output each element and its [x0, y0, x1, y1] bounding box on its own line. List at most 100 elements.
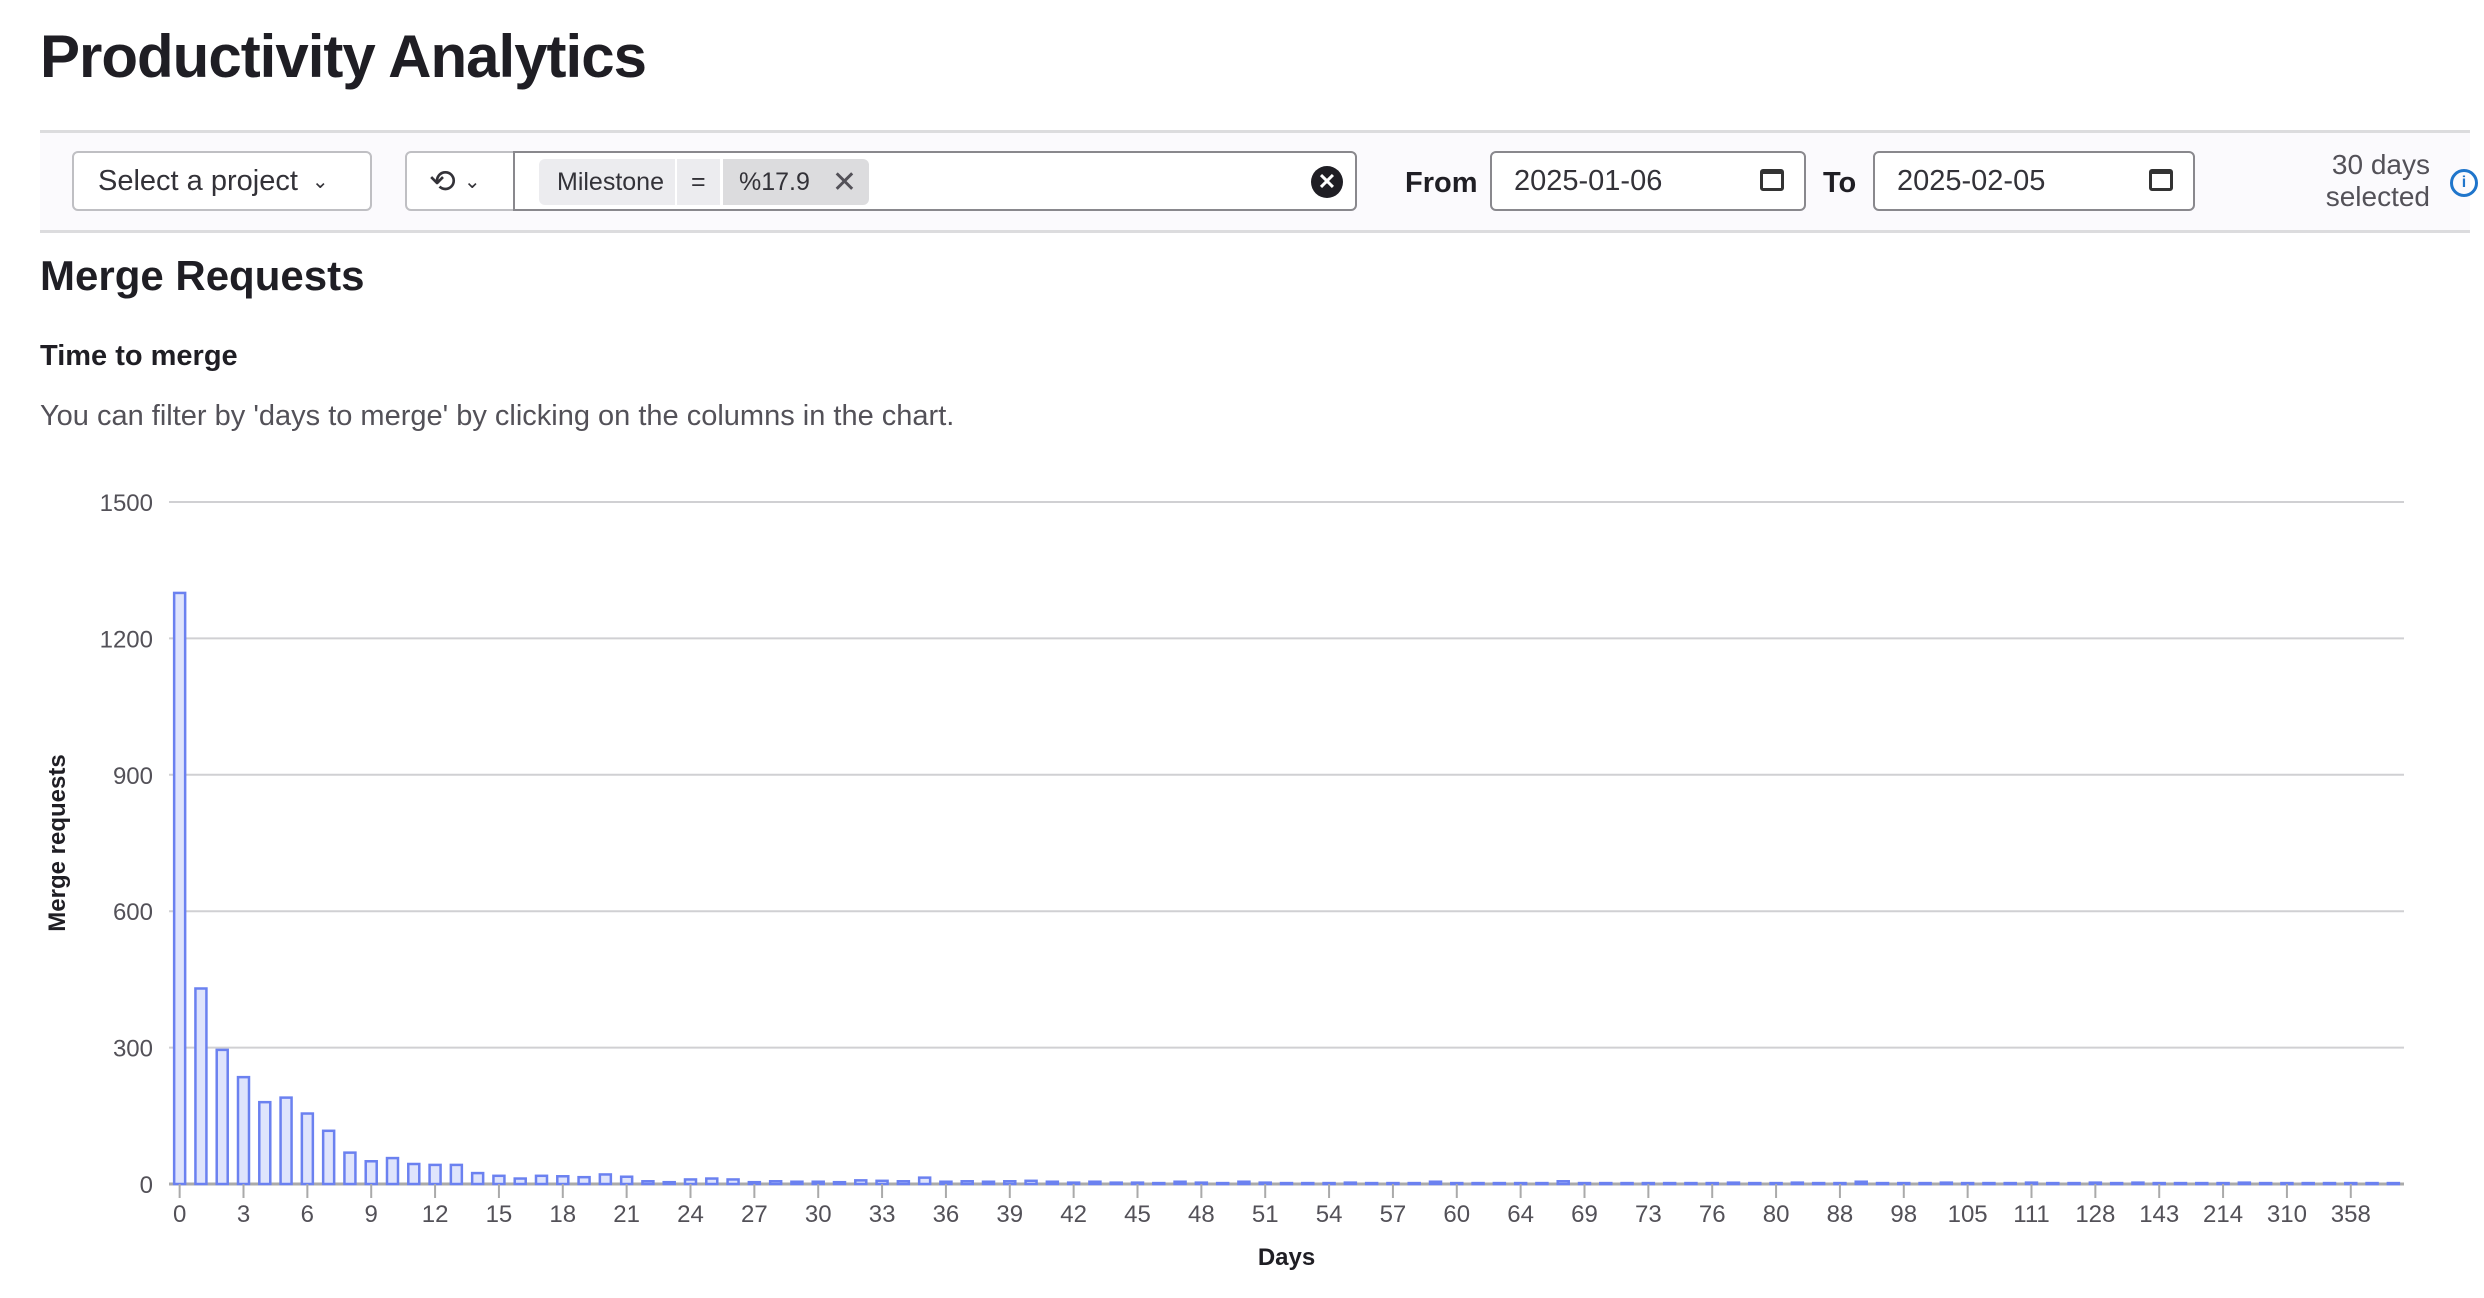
- bar[interactable]: [705, 1177, 719, 1186]
- bar[interactable]: [1279, 1181, 1294, 1186]
- bar[interactable]: [1024, 1179, 1038, 1186]
- remove-token-icon[interactable]: ✕: [831, 165, 858, 199]
- bar[interactable]: [2280, 1181, 2294, 1186]
- project-select-dropdown[interactable]: Select a project ⌄: [72, 151, 372, 211]
- calendar-icon[interactable]: [2149, 169, 2173, 191]
- bar[interactable]: [1577, 1181, 1592, 1186]
- bar[interactable]: [1471, 1181, 1485, 1186]
- bar[interactable]: [811, 1180, 825, 1186]
- bar[interactable]: [300, 1112, 315, 1186]
- bar[interactable]: [556, 1175, 570, 1186]
- bar[interactable]: [2024, 1181, 2039, 1186]
- bar[interactable]: [619, 1175, 634, 1186]
- bar[interactable]: [449, 1163, 464, 1186]
- bar[interactable]: [2258, 1181, 2273, 1186]
- bar[interactable]: [2088, 1181, 2103, 1186]
- bar[interactable]: [279, 1096, 293, 1186]
- bar[interactable]: [768, 1180, 783, 1186]
- bar[interactable]: [513, 1177, 527, 1186]
- bar[interactable]: [428, 1163, 442, 1186]
- bar[interactable]: [2386, 1181, 2401, 1186]
- bar[interactable]: [1322, 1181, 1336, 1186]
- bar[interactable]: [683, 1178, 698, 1186]
- bar[interactable]: [1301, 1181, 1315, 1186]
- bar[interactable]: [1960, 1181, 1975, 1186]
- bar[interactable]: [1535, 1181, 1549, 1186]
- bar[interactable]: [1854, 1180, 1868, 1186]
- bar[interactable]: [896, 1180, 911, 1186]
- bar[interactable]: [2237, 1181, 2252, 1186]
- bar[interactable]: [832, 1180, 847, 1186]
- bar[interactable]: [1066, 1181, 1081, 1186]
- bar[interactable]: [1620, 1181, 1634, 1186]
- bar[interactable]: [960, 1180, 974, 1186]
- to-date-input[interactable]: 2025-02-05: [1873, 151, 2195, 211]
- bar[interactable]: [1173, 1180, 1187, 1186]
- bar[interactable]: [2067, 1181, 2081, 1186]
- bar[interactable]: [1918, 1181, 1932, 1186]
- bar[interactable]: [2173, 1181, 2188, 1186]
- bar[interactable]: [2344, 1181, 2358, 1186]
- bar[interactable]: [492, 1174, 506, 1186]
- bar[interactable]: [2301, 1181, 2315, 1186]
- bar[interactable]: [1215, 1181, 1230, 1186]
- bar[interactable]: [1748, 1181, 1762, 1186]
- bar[interactable]: [343, 1151, 357, 1186]
- bar[interactable]: [917, 1176, 932, 1186]
- bar[interactable]: [1003, 1180, 1017, 1186]
- bar[interactable]: [215, 1048, 229, 1186]
- bar[interactable]: [2109, 1181, 2124, 1186]
- bar[interactable]: [1811, 1181, 1826, 1186]
- token-key[interactable]: Milestone: [539, 159, 682, 205]
- bar[interactable]: [1705, 1181, 1719, 1186]
- bar[interactable]: [236, 1075, 251, 1186]
- bar[interactable]: [1045, 1180, 1060, 1186]
- bar[interactable]: [662, 1180, 676, 1186]
- bar[interactable]: [854, 1179, 868, 1186]
- bar[interactable]: [1939, 1181, 1954, 1186]
- filtered-search-input[interactable]: Milestone = %17.9 ✕ ✕: [513, 151, 1357, 211]
- bar[interactable]: [1833, 1181, 1847, 1186]
- bar[interactable]: [1130, 1181, 1145, 1186]
- bar[interactable]: [1152, 1181, 1166, 1186]
- calendar-icon[interactable]: [1760, 169, 1784, 191]
- bar[interactable]: [407, 1162, 421, 1186]
- bar[interactable]: [2046, 1181, 2060, 1186]
- bar[interactable]: [1662, 1181, 1677, 1186]
- bar[interactable]: [2003, 1181, 2017, 1186]
- info-icon[interactable]: i: [2450, 169, 2478, 197]
- from-date-input[interactable]: 2025-01-06: [1490, 151, 1806, 211]
- bar[interactable]: [1258, 1181, 1272, 1186]
- bar[interactable]: [1428, 1180, 1443, 1186]
- bar[interactable]: [875, 1179, 889, 1186]
- bar[interactable]: [2365, 1181, 2379, 1186]
- bar[interactable]: [1386, 1181, 1400, 1186]
- bar[interactable]: [2131, 1181, 2145, 1186]
- bar[interactable]: [2216, 1181, 2230, 1186]
- bar[interactable]: [1407, 1181, 1421, 1186]
- bar[interactable]: [726, 1178, 740, 1186]
- bar[interactable]: [534, 1174, 549, 1186]
- bar[interactable]: [1194, 1181, 1209, 1186]
- bar[interactable]: [1450, 1181, 1464, 1186]
- bar[interactable]: [1513, 1181, 1528, 1186]
- bar[interactable]: [790, 1180, 804, 1186]
- bar[interactable]: [1726, 1181, 1741, 1186]
- bar[interactable]: [1684, 1181, 1698, 1186]
- bar[interactable]: [1641, 1181, 1656, 1186]
- bar[interactable]: [1492, 1181, 1507, 1186]
- clear-search-icon[interactable]: ✕: [1311, 166, 1343, 198]
- bar[interactable]: [598, 1173, 613, 1186]
- bar[interactable]: [1237, 1180, 1251, 1186]
- bar[interactable]: [747, 1180, 762, 1186]
- bar[interactable]: [1599, 1181, 1613, 1186]
- bar[interactable]: [1343, 1181, 1358, 1186]
- bar[interactable]: [1109, 1181, 1123, 1186]
- bar[interactable]: [1790, 1181, 1805, 1186]
- recent-searches-button[interactable]: ⟲ ⌄: [405, 151, 515, 211]
- bar[interactable]: [939, 1180, 953, 1186]
- bar[interactable]: [981, 1180, 996, 1186]
- bar[interactable]: [470, 1171, 485, 1186]
- bar[interactable]: [258, 1100, 272, 1186]
- token-operator[interactable]: =: [675, 159, 722, 205]
